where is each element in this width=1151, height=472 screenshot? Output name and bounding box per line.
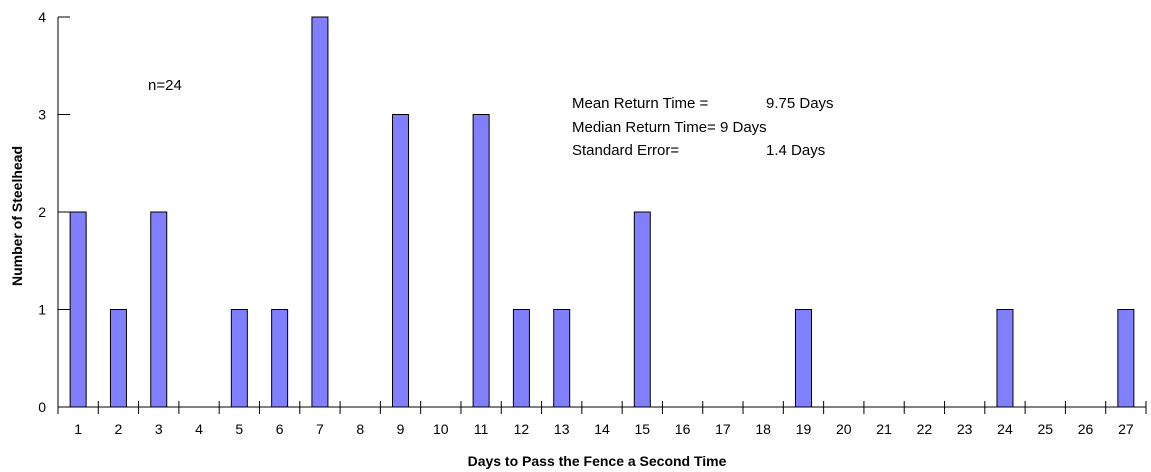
x-tick-label: 25 <box>1037 421 1053 437</box>
x-tick-label: 21 <box>876 421 892 437</box>
x-tick-label: 15 <box>635 421 651 437</box>
bar-day-12 <box>512 309 530 408</box>
x-tick-label: 22 <box>917 421 933 437</box>
x-tick-label: 7 <box>316 421 324 437</box>
sample-size-annotation: n=24 <box>148 77 182 94</box>
stat-se-value: 1.4 Days <box>766 142 825 159</box>
y-tick-label: 1 <box>38 302 46 318</box>
bar-day-24 <box>996 309 1014 408</box>
x-tick-label: 18 <box>755 421 771 437</box>
x-tick-label: 26 <box>1078 421 1094 437</box>
x-tick-label: 19 <box>796 421 812 437</box>
x-tick-label: 11 <box>474 421 489 437</box>
bar-day-15 <box>633 211 651 408</box>
y-axis-ticks: 0 1 2 3 4 <box>38 9 70 415</box>
bar-day-3 <box>150 211 168 408</box>
axes <box>57 17 1146 408</box>
x-tick-label: 16 <box>675 421 691 437</box>
bar-day-9 <box>392 114 410 408</box>
stats-annotation: Mean Return Time = 9.75 Days Median Retu… <box>572 95 834 159</box>
bar-day-7 <box>311 16 329 408</box>
x-tick-label: 23 <box>957 421 973 437</box>
x-tick-label: 12 <box>514 421 530 437</box>
y-tick-label: 4 <box>38 9 46 25</box>
bar-day-2 <box>109 309 127 408</box>
x-tick-label: 13 <box>554 421 570 437</box>
y-tick-label: 2 <box>38 204 46 220</box>
x-tick-label: 14 <box>594 421 610 437</box>
bar-day-27 <box>1117 309 1135 408</box>
x-tick-label: 17 <box>715 421 731 437</box>
x-tick-label: 24 <box>997 421 1013 437</box>
stat-mean-value: 9.75 Days <box>766 95 834 112</box>
x-tick-label: 10 <box>433 421 449 437</box>
x-tick-label: 20 <box>836 421 852 437</box>
bar-day-5 <box>230 309 248 408</box>
bar-day-11 <box>472 114 490 408</box>
stat-se-label: Standard Error= <box>572 142 679 159</box>
x-tick-label: 9 <box>397 421 405 437</box>
x-axis-title: Days to Pass the Fence a Second Time <box>468 453 727 469</box>
y-axis-title: Number of Steelhead <box>9 146 25 286</box>
x-tick-label: 4 <box>195 421 203 437</box>
bar-day-1 <box>69 211 87 408</box>
x-tick-label: 27 <box>1118 421 1134 437</box>
bar-day-19 <box>794 309 812 408</box>
x-tick-label: 1 <box>74 421 82 437</box>
bars <box>69 16 1135 408</box>
x-tick-label: 8 <box>356 421 364 437</box>
y-tick-label: 3 <box>38 107 46 123</box>
x-tick-label: 3 <box>155 421 163 437</box>
y-tick-label: 0 <box>38 399 46 415</box>
stat-median-label: Median Return Time= 9 Days <box>572 119 767 136</box>
bar-day-6 <box>271 309 289 408</box>
bar-day-13 <box>553 309 571 408</box>
x-tick-label: 5 <box>235 421 243 437</box>
stat-mean-label: Mean Return Time = <box>572 95 709 112</box>
x-tick-label: 2 <box>115 421 123 437</box>
x-axis-ticks: 1 2 3 4 5 6 7 8 9 10 11 12 13 14 15 16 17 18 19 20 21 22 23 24 2… <box>57 401 1147 437</box>
x-tick-label: 6 <box>276 421 284 437</box>
